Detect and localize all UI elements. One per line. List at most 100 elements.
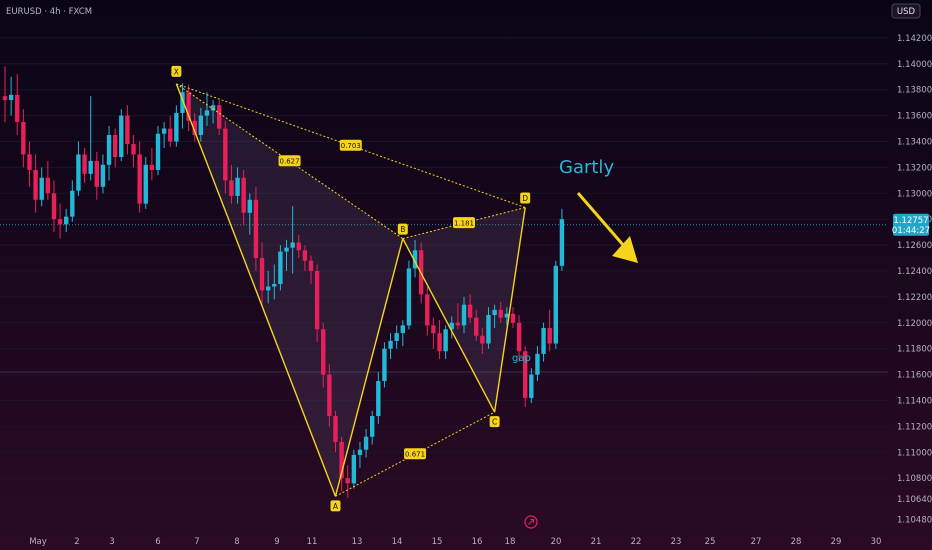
ratio-labels: 0.627 0.703 1.181 0.671 bbox=[278, 139, 475, 460]
price-axis[interactable]: 1.14200 1.14000 1.13800 1.13600 1.13400 1.132… bbox=[897, 34, 932, 526]
time-axis[interactable]: May 2 3 6 7 8 9 11 13 14 15 16 18 20 21 22 23 25 27 28 29 30 bbox=[29, 537, 881, 547]
y-tick-label: 1.13800 bbox=[897, 86, 932, 96]
candle-body bbox=[217, 105, 222, 129]
candle bbox=[498, 302, 503, 323]
candle-body bbox=[351, 454, 357, 484]
candle bbox=[149, 147, 155, 181]
candle-body bbox=[82, 154, 87, 174]
candle-body bbox=[180, 92, 185, 114]
candle-body bbox=[333, 416, 338, 442]
candle-body bbox=[27, 154, 32, 170]
candle bbox=[449, 316, 454, 339]
candle bbox=[290, 206, 295, 274]
y-tick-label: 1.12000 bbox=[897, 319, 932, 329]
candle-body bbox=[388, 340, 393, 349]
ratio-badge bbox=[404, 448, 427, 460]
candle-body bbox=[284, 247, 289, 252]
y-tick-label: 1.10800 bbox=[897, 474, 932, 484]
candle bbox=[94, 151, 99, 200]
leg-cd bbox=[493, 207, 526, 413]
candle bbox=[247, 193, 252, 235]
leg-ab bbox=[334, 238, 404, 497]
y-tick-label: 1.12400 bbox=[897, 267, 932, 277]
candle bbox=[382, 342, 387, 388]
candle-body bbox=[241, 177, 246, 213]
candle-body bbox=[198, 115, 204, 136]
ratio-badge bbox=[453, 217, 475, 229]
ratio-xd: 0.703 bbox=[339, 139, 362, 151]
candle-body bbox=[100, 164, 106, 187]
candle bbox=[388, 333, 393, 360]
candle-body bbox=[314, 271, 320, 330]
candle-body bbox=[64, 216, 69, 225]
last-price-countdown: 01:44:27 bbox=[892, 226, 930, 236]
candle bbox=[486, 307, 491, 349]
candle-body bbox=[455, 322, 461, 326]
ratio-value: 0.671 bbox=[405, 451, 425, 459]
candle-body bbox=[76, 154, 81, 191]
candle bbox=[223, 120, 228, 194]
candle bbox=[467, 294, 473, 323]
candle bbox=[100, 154, 106, 194]
candle-body bbox=[223, 128, 228, 181]
candle bbox=[437, 320, 442, 360]
y-tick-label: 1.11000 bbox=[897, 448, 932, 458]
candle bbox=[339, 436, 344, 492]
candle bbox=[64, 208, 69, 233]
candle-body bbox=[210, 105, 216, 111]
candle bbox=[180, 83, 185, 129]
candle bbox=[155, 125, 161, 176]
leg-bc bbox=[402, 238, 496, 413]
candle bbox=[510, 307, 516, 328]
candle bbox=[541, 322, 546, 362]
candle-body bbox=[339, 441, 344, 479]
x-tick-label: 16 bbox=[472, 537, 483, 547]
symbol-label: EURUSD · 4h · FXCM bbox=[6, 7, 92, 17]
x-tick-label: 2 bbox=[74, 537, 79, 547]
ratio-badge bbox=[339, 139, 362, 151]
x-tick-label: 25 bbox=[705, 537, 716, 547]
candle-body bbox=[437, 333, 442, 352]
candle bbox=[8, 76, 14, 116]
candle bbox=[443, 325, 448, 360]
candle bbox=[461, 296, 467, 334]
candle bbox=[314, 264, 320, 343]
candle-body bbox=[357, 449, 363, 455]
pattern-lines bbox=[175, 83, 526, 497]
candle bbox=[119, 109, 124, 161]
y-tick-label: 1.12600 bbox=[897, 241, 932, 251]
candle-body bbox=[21, 122, 26, 155]
currency-label: USD bbox=[897, 7, 916, 17]
candle-body bbox=[149, 164, 155, 170]
candle bbox=[186, 84, 191, 132]
ratio-value: 0.703 bbox=[341, 142, 361, 150]
candle-body bbox=[112, 135, 118, 158]
candle bbox=[131, 135, 136, 168]
candle bbox=[198, 107, 204, 142]
candle bbox=[112, 128, 118, 168]
candle bbox=[143, 157, 148, 209]
candle bbox=[492, 304, 497, 328]
candle-body bbox=[8, 94, 14, 101]
price-lines bbox=[0, 224, 888, 373]
candle bbox=[57, 203, 63, 239]
candle-body bbox=[247, 199, 252, 213]
candle-body bbox=[94, 160, 99, 187]
candle-body bbox=[412, 250, 418, 269]
candle-body bbox=[370, 416, 375, 437]
goto-realtime-icon[interactable] bbox=[524, 515, 538, 529]
x-tick-label: 6 bbox=[155, 537, 160, 547]
x-tick-label: 20 bbox=[551, 537, 562, 547]
currency-button[interactable]: USD bbox=[891, 3, 921, 19]
candle-body bbox=[2, 96, 8, 101]
candle bbox=[351, 449, 357, 489]
candle-body bbox=[382, 348, 387, 382]
candle bbox=[394, 325, 399, 349]
candle bbox=[321, 322, 326, 388]
candle bbox=[431, 317, 436, 349]
candle-body bbox=[425, 294, 430, 326]
point-label: A bbox=[333, 502, 339, 511]
candle-body bbox=[290, 242, 295, 248]
